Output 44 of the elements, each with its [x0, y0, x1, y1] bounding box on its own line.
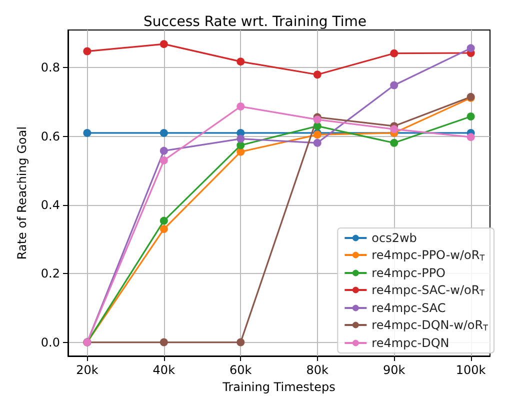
legend-label: re4mpc-PPO	[372, 266, 446, 280]
x-tick-label: 100k	[456, 363, 486, 377]
point	[83, 128, 92, 137]
point	[313, 70, 322, 79]
point	[160, 216, 168, 225]
legend-label: re4mpc-DQN	[372, 336, 450, 350]
point	[236, 102, 245, 111]
point	[466, 133, 475, 142]
y-tick-label: 0.6	[40, 129, 60, 144]
point	[236, 141, 245, 150]
x-tick-label: 80k	[306, 363, 329, 377]
point	[390, 81, 398, 90]
point	[466, 112, 475, 120]
point	[236, 338, 245, 346]
point	[160, 40, 168, 48]
x-tick-label: 90k	[382, 363, 406, 377]
point	[160, 225, 168, 234]
legend-label: ocs2wb	[372, 231, 417, 245]
y-axis-title: Rate of Reaching Goal	[15, 126, 29, 260]
y-tick-label: 0.4	[40, 198, 60, 212]
point	[390, 125, 398, 134]
chart-title: Success Rate wrt. Training Time	[144, 14, 366, 30]
point	[390, 138, 398, 147]
point	[313, 116, 322, 124]
point	[160, 156, 168, 164]
y-tick-label: 0.2	[40, 266, 60, 281]
y-tick-label: 0.0	[40, 335, 60, 350]
point	[160, 146, 168, 155]
point	[236, 148, 245, 156]
x-tick-label: 40k	[152, 363, 176, 377]
point	[83, 47, 92, 56]
point	[390, 49, 398, 58]
legend-label: re4mpc-SAC	[372, 301, 446, 315]
point	[160, 128, 168, 137]
point	[313, 122, 322, 130]
y-tick-label: 0.8	[40, 60, 60, 75]
x-tick-label: 20k	[76, 363, 98, 377]
point	[466, 44, 475, 52]
x-tick-label: 60k	[230, 363, 252, 377]
x-axis-title: Training Timesteps	[222, 380, 336, 394]
point	[160, 338, 168, 346]
point	[236, 58, 245, 66]
point	[236, 134, 245, 143]
point	[313, 138, 322, 147]
